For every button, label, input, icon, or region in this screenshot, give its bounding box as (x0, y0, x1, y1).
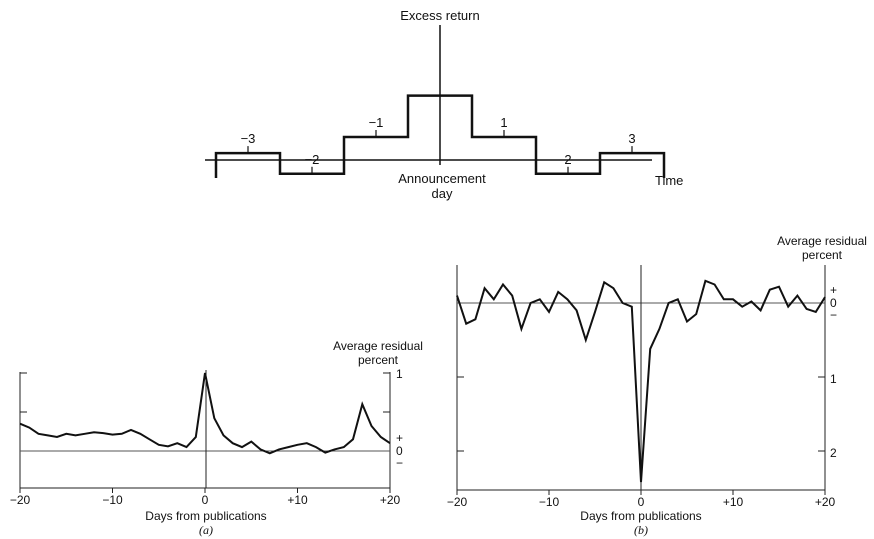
panel-b-ytick-minus: − (830, 308, 837, 322)
panel-b-ticks: −20 −10 0 +10 +20 (447, 376, 836, 509)
step-chart: −3 −2 −1 1 2 3 Excess return Time Announcemen… (205, 8, 683, 201)
panel-a-ticks: −20 −10 0 +10 +20 (10, 372, 401, 507)
step-chart-series-line (214, 94, 666, 178)
step-chart-ticks: −3 −2 −1 1 2 3 (241, 115, 636, 174)
panel-a-caption: (a) (199, 523, 213, 537)
panel-b-xtick-label: 0 (638, 495, 645, 509)
panel-a-xtick-label: +20 (380, 493, 401, 507)
panel-b-xlabel: Days from publications (580, 509, 701, 523)
panel-b-series-line (456, 279, 826, 483)
step-chart-tick-label: 3 (628, 131, 635, 146)
step-chart-tick-label: −3 (241, 131, 256, 146)
panel-a-xlabel: Days from publications (145, 509, 266, 523)
panel-a-ytick-minus: − (396, 456, 403, 470)
step-chart-time-label: Time (655, 173, 683, 188)
panel-b: −20 −10 0 +10 +20 Average residual percent +… (447, 234, 867, 537)
step-chart-tick-label: −2 (305, 152, 320, 167)
panel-b-ylabel-1: Average residual (777, 234, 867, 248)
panel-a-ylabel-1: Average residual (333, 339, 423, 353)
panel-a-xtick-label: 0 (202, 493, 209, 507)
panel-a-xtick-label: −20 (10, 493, 31, 507)
panel-a-xtick-label: −10 (102, 493, 123, 507)
panel-a-xtick-label: +10 (287, 493, 308, 507)
step-chart-title: Excess return (400, 8, 479, 23)
panel-a-ytick-plus: + (396, 431, 403, 445)
panel-b-xtick-label: +20 (815, 495, 836, 509)
panel-b-ytick-plus: + (830, 283, 837, 297)
panel-b-xtick-label: +10 (723, 495, 744, 509)
panel-a-ytick-zero: 0 (396, 444, 403, 458)
panel-b-xtick-label: −20 (447, 495, 468, 509)
panel-a-series-line (19, 372, 391, 455)
panel-b-xtick-label: −10 (539, 495, 560, 509)
panel-b-ylabel-2: percent (802, 248, 843, 262)
panel-b-ytick-two: 2 (830, 446, 837, 460)
panel-a-ytick-one: 1 (396, 367, 403, 381)
panel-a-ylabel-2: percent (358, 353, 399, 367)
step-chart-tick-label: −1 (369, 115, 384, 130)
step-chart-center-label-2: day (432, 186, 453, 201)
step-chart-tick-label: 2 (564, 152, 571, 167)
panel-b-ytick-zero: 0 (830, 296, 837, 310)
panel-b-caption: (b) (634, 523, 648, 537)
step-chart-tick-label: 1 (500, 115, 507, 130)
panel-b-ytick-one: 1 (830, 372, 837, 386)
step-chart-center-label-1: Announcement (398, 171, 486, 186)
panel-a: −20 −10 0 +10 +20 Average residual percent 1… (10, 339, 423, 537)
